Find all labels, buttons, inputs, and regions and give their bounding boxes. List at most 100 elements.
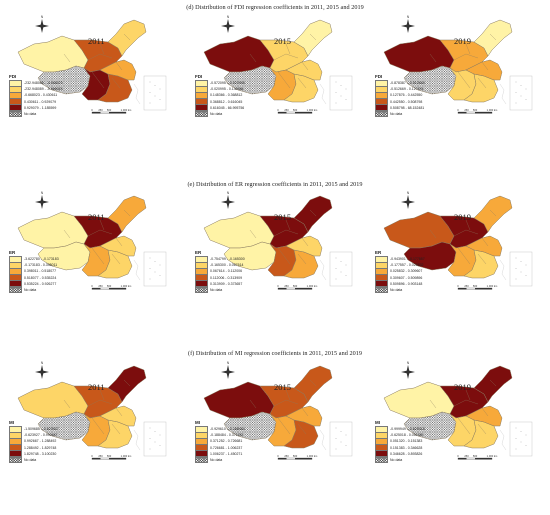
north-arrow-icon: N: [35, 191, 49, 209]
svg-text:250: 250: [98, 454, 103, 458]
map-legend: ER -0.754799 - -0.165300 -0.165300 - 0.067…: [195, 250, 255, 294]
region-e: [465, 405, 503, 427]
legend-label-no-data: No data: [390, 288, 403, 293]
svg-text:500: 500: [293, 454, 298, 458]
svg-text:1,000 km: 1,000 km: [121, 108, 132, 112]
legend-title: ER: [375, 250, 382, 255]
region-e: [99, 235, 137, 257]
region-ne: [293, 19, 333, 57]
legend-label: -0.572095 - -0.020995: [210, 81, 245, 86]
svg-text:N: N: [227, 191, 230, 195]
region-ne: [293, 365, 333, 403]
legend-label-no-data: No data: [210, 112, 223, 117]
svg-text:N: N: [227, 361, 230, 365]
svg-text:250: 250: [284, 454, 289, 458]
svg-text:N: N: [41, 15, 44, 19]
svg-text:500: 500: [107, 454, 112, 458]
legend-label: 0.051320 - 0.151383: [390, 439, 423, 444]
region-e: [465, 235, 503, 257]
legend-swatch-no-data: [375, 456, 388, 464]
legend-label: 0.127876 - 0.442550: [390, 93, 423, 98]
svg-text:500: 500: [473, 454, 478, 458]
legend-label: 0.346628 - 0.893826: [390, 451, 423, 456]
north-arrow-icon: N: [221, 361, 235, 379]
region-e: [285, 235, 323, 257]
legend-label: 0.368812 - 0.616045: [210, 99, 243, 104]
svg-text:1,000 km: 1,000 km: [307, 454, 318, 458]
legend-label: 1.288492 - 1.829748: [24, 445, 57, 450]
region-ne: [107, 19, 147, 57]
svg-text:250: 250: [284, 108, 289, 112]
legend-title: ER: [9, 250, 16, 255]
svg-text:500: 500: [293, 108, 298, 112]
map-legend: FDI -0.878387 - -0.512669 -0.512669 - 0.12…: [375, 74, 435, 118]
legend-swatch-no-data: [195, 110, 208, 118]
legend-item-no-data: No data: [9, 286, 69, 294]
svg-text:0: 0: [91, 284, 93, 288]
region-ne: [107, 365, 147, 403]
legend-label: 1.006237 - 1.450271: [210, 451, 243, 456]
inset-box: [329, 251, 353, 287]
map-panel-fdi-2019: N 0 250 500 1,000 km 2019 FDI -0.878387 - -0.51…: [370, 14, 548, 122]
scale-bar: 0 250 500 1,000 km: [91, 454, 131, 460]
svg-text:1,000 km: 1,000 km: [307, 108, 318, 112]
map-legend: FDI -0.572095 - -0.020995 -0.020995 - 0.14…: [195, 74, 255, 118]
legend-label: 0.112006 - 0.313909: [210, 275, 243, 280]
legend-label-no-data: No data: [210, 458, 223, 463]
choropleth-map: N 0 250 500 1,000 km: [383, 15, 533, 114]
scale-bar: 0 250 500 1,000 km: [277, 284, 317, 290]
legend-label: -1.509685 - -0.623927: [24, 427, 59, 432]
region-ne: [293, 195, 333, 233]
inset-box: [509, 251, 533, 287]
svg-text:1,000 km: 1,000 km: [121, 284, 132, 288]
svg-text:0: 0: [277, 454, 279, 458]
map-year-label: 2019: [454, 382, 471, 392]
legend-item-no-data: No data: [375, 110, 435, 118]
map-legend: MI -0.999949 - -0.625018 -0.625018 - 0.051…: [375, 420, 435, 464]
inset-box: [329, 75, 353, 111]
choropleth-map: N 0 250 500 1,000 km: [383, 191, 533, 290]
region-e: [285, 59, 323, 81]
scale-bar: 0 250 500 1,000 km: [457, 284, 498, 290]
legend-label: -0.512669 - 0.127876: [390, 87, 424, 92]
choropleth-map: N 0 250 500 1,000 km: [17, 361, 167, 460]
choropleth-map: N 0 250 500 1,000 km: [203, 191, 353, 290]
choropleth-map: N 0 250 500 1,000 km: [203, 361, 353, 460]
map-legend: ER -0.943901 - -0.177557 -0.177557 - 0.025…: [375, 250, 435, 294]
legend-title: ER: [195, 250, 202, 255]
inset-box: [143, 421, 167, 457]
legend-swatch-no-data: [195, 456, 208, 464]
map-panel-mi-2015: N 0 250 500 1,000 km 2015 MI -0.929610 - -0.188…: [190, 360, 368, 468]
region-ne: [473, 19, 513, 57]
section-title-fdi: (d) Distribution of FDI regression coeff…: [186, 4, 364, 11]
svg-text:N: N: [41, 361, 44, 365]
svg-text:0: 0: [277, 108, 279, 112]
north-arrow-icon: N: [401, 15, 415, 33]
legend-label: 0.535224 - 0.926277: [24, 281, 57, 286]
legend-label-no-data: No data: [24, 458, 37, 463]
scale-bar: 0 250 500 1,000 km: [457, 454, 498, 460]
map-panel-er-2019: N 0 250 500 1,000 km 2019 ER -0.943901 - -0.177…: [370, 190, 548, 298]
svg-text:1,000 km: 1,000 km: [487, 284, 498, 288]
legend-label: 0.148366 - 0.368812: [210, 93, 243, 98]
map-panel-mi-2011: N 0 250 500 1,000 km 2011 MI -1.509685 - -0.623…: [4, 360, 182, 468]
north-arrow-icon: N: [221, 15, 235, 33]
section-title-mi: (f) Distribution of MI regression coeffi…: [187, 350, 363, 357]
legend-label: -0.623927 - 0.992667: [24, 433, 58, 438]
legend-label: 0.616045 - 66.995756: [210, 105, 245, 110]
map-year-label: 2011: [88, 382, 105, 392]
legend-label: 0.509896 - 0.903148: [390, 281, 423, 286]
legend-label: 0.992667 - 1.288492: [24, 439, 57, 444]
legend-label-no-data: No data: [24, 288, 37, 293]
svg-text:1,000 km: 1,000 km: [487, 454, 498, 458]
scale-bar: 0 250 500 1,000 km: [91, 108, 132, 114]
map-panel-er-2011: N 0 250 500 1,000 km 2011 ER -3.622780 - -0.173…: [4, 190, 182, 298]
svg-text:0: 0: [91, 454, 93, 458]
north-arrow-icon: N: [401, 361, 415, 379]
legend-swatch-no-data: [375, 286, 388, 294]
legend-label: -0.999949 - -0.625018: [390, 427, 425, 432]
legend-label: 0.067614 - 0.112006: [210, 269, 243, 274]
choropleth-map: N 0 250 500 1,000 km: [203, 15, 353, 114]
legend-swatch-no-data: [195, 286, 208, 294]
inset-box: [509, 421, 533, 457]
